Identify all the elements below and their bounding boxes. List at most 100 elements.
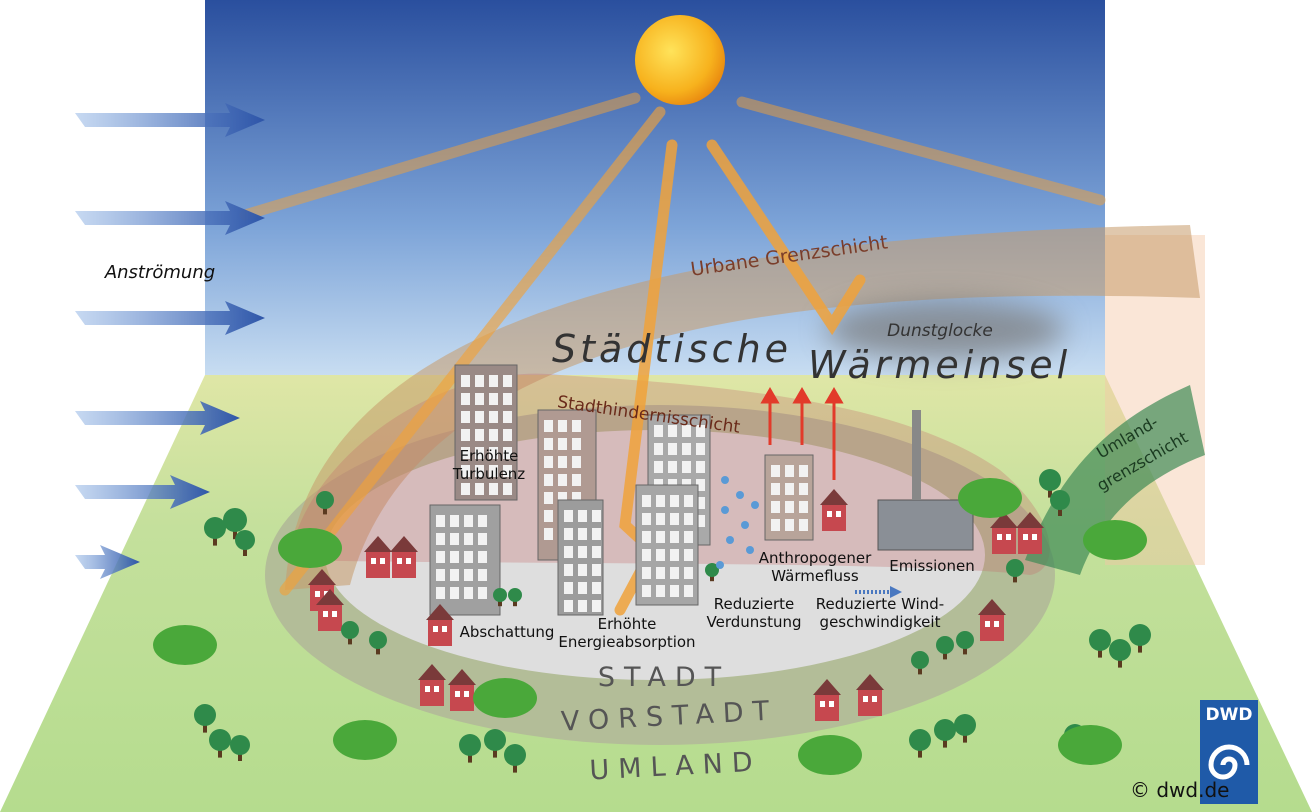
inflow-arrow xyxy=(75,301,265,335)
window xyxy=(478,569,487,581)
bush xyxy=(278,528,342,568)
crown xyxy=(1050,490,1070,510)
crown xyxy=(194,704,216,726)
window xyxy=(668,443,677,455)
window xyxy=(642,495,651,507)
window xyxy=(1006,534,1011,540)
window xyxy=(544,510,553,522)
house-body xyxy=(1018,528,1042,554)
window xyxy=(642,585,651,597)
window xyxy=(564,528,573,540)
crown xyxy=(204,517,226,539)
window xyxy=(872,696,877,702)
crown xyxy=(1006,559,1024,577)
window xyxy=(323,611,328,617)
factory xyxy=(878,500,973,550)
window xyxy=(785,465,794,477)
bush xyxy=(798,735,862,775)
crown xyxy=(223,508,247,532)
house-body xyxy=(366,552,390,578)
inflow-arrow xyxy=(75,201,265,235)
window xyxy=(985,621,990,627)
bush xyxy=(958,478,1022,518)
effect-label: Wärmefluss xyxy=(771,567,859,585)
window xyxy=(544,474,553,486)
window xyxy=(684,567,693,579)
window xyxy=(656,567,665,579)
window xyxy=(433,626,438,632)
window xyxy=(564,600,573,612)
window xyxy=(592,546,601,558)
window xyxy=(682,461,691,473)
effect-label: Anthropogener xyxy=(759,549,872,567)
crown xyxy=(1039,469,1061,491)
window xyxy=(475,375,484,387)
window xyxy=(642,567,651,579)
window xyxy=(464,587,473,599)
window xyxy=(544,438,553,450)
house-body xyxy=(428,620,452,646)
crown xyxy=(909,729,931,751)
window xyxy=(642,549,651,561)
window xyxy=(461,429,470,441)
crown xyxy=(1109,639,1131,661)
page: Städtische Wärmeinsel html, body { margi… xyxy=(0,0,1312,812)
window xyxy=(503,483,512,495)
window xyxy=(670,549,679,561)
drop xyxy=(721,506,729,514)
house-body xyxy=(980,615,1004,641)
window xyxy=(544,456,553,468)
window xyxy=(380,558,385,564)
window xyxy=(592,600,601,612)
house-body xyxy=(450,685,474,711)
window xyxy=(558,438,567,450)
window xyxy=(503,429,512,441)
effect-label: Energieabsorption xyxy=(558,633,695,651)
window xyxy=(434,686,439,692)
window xyxy=(564,510,573,522)
crown xyxy=(484,729,506,751)
window xyxy=(799,483,808,495)
window xyxy=(564,564,573,576)
window xyxy=(558,474,567,486)
window xyxy=(475,393,484,405)
window xyxy=(592,582,601,594)
window xyxy=(654,443,663,455)
window xyxy=(668,461,677,473)
window xyxy=(450,551,459,563)
window xyxy=(592,564,601,576)
window xyxy=(656,585,665,597)
haze-label: Dunstglocke xyxy=(887,321,993,341)
house-body xyxy=(822,505,846,531)
window xyxy=(799,465,808,477)
window xyxy=(572,420,581,432)
effect-label: Verdunstung xyxy=(707,613,802,631)
crown xyxy=(493,588,507,602)
window xyxy=(475,411,484,423)
window xyxy=(696,443,705,455)
bush xyxy=(1058,725,1122,765)
window xyxy=(461,411,470,423)
window xyxy=(436,551,445,563)
window xyxy=(564,582,573,594)
window xyxy=(1032,534,1037,540)
house-body xyxy=(858,690,882,716)
crown xyxy=(341,621,359,639)
house-body xyxy=(815,695,839,721)
window xyxy=(642,513,651,525)
window xyxy=(503,393,512,405)
window xyxy=(684,495,693,507)
effect-label: geschwindigkeit xyxy=(820,613,941,631)
crown xyxy=(209,729,231,751)
window xyxy=(654,461,663,473)
window xyxy=(696,461,705,473)
window xyxy=(503,375,512,387)
effect-label: Erhöhte xyxy=(598,615,657,633)
crown xyxy=(508,588,522,602)
window xyxy=(371,558,376,564)
window xyxy=(670,531,679,543)
window xyxy=(578,600,587,612)
logo-text: DWD xyxy=(1206,705,1253,725)
bush xyxy=(473,678,537,718)
window xyxy=(771,465,780,477)
